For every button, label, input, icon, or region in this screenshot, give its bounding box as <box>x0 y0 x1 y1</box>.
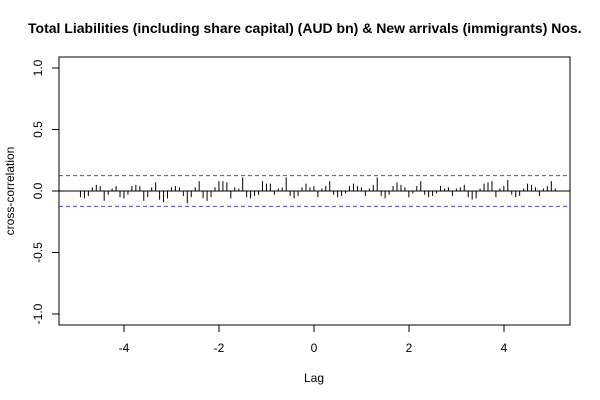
x-axis-label: Lag <box>304 371 324 385</box>
x-tick-label: 2 <box>406 341 413 355</box>
y-tick-label: -0.5 <box>31 242 45 263</box>
x-tick-label: -2 <box>214 341 225 355</box>
y-tick-label: 1.0 <box>31 59 45 76</box>
y-axis: -1.0 -0.5 0.0 0.5 1.0 <box>31 59 60 324</box>
x-axis: -4 -2 0 2 4 <box>119 324 508 355</box>
ccf-bars <box>79 177 556 204</box>
y-tick-label: 0.0 <box>31 182 45 199</box>
x-tick-label: 4 <box>501 341 508 355</box>
y-tick-label: 0.5 <box>31 121 45 138</box>
x-tick-label: -4 <box>119 341 130 355</box>
y-tick-label: -1.0 <box>31 303 45 324</box>
y-axis-label: cross-correlation <box>3 147 17 236</box>
x-tick-label: 0 <box>311 341 318 355</box>
chart-title: Total Liabilities (including share capit… <box>28 20 582 36</box>
